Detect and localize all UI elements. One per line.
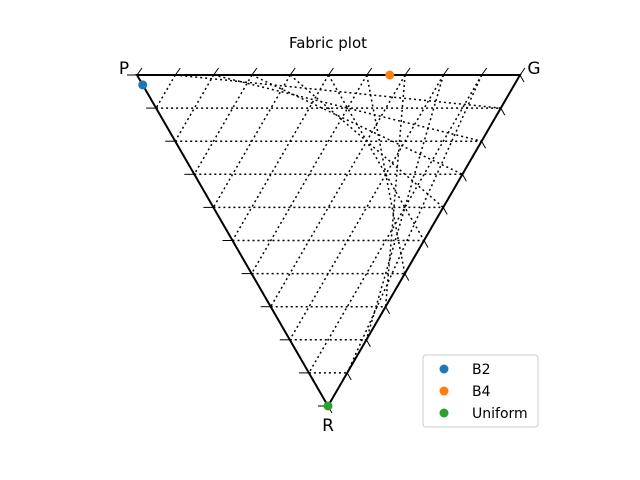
grid-line bbox=[213, 74, 482, 142]
legend-marker-uniform bbox=[439, 408, 449, 418]
axis-tick bbox=[174, 67, 181, 76]
grid-line bbox=[366, 74, 406, 274]
axis-ticks bbox=[127, 67, 526, 414]
grid-line bbox=[212, 74, 291, 208]
legend-label-b4: B4 bbox=[472, 384, 491, 400]
grid-line bbox=[289, 74, 445, 341]
axis-tick bbox=[136, 67, 143, 76]
grid-line bbox=[270, 74, 406, 308]
grid-line bbox=[250, 74, 368, 274]
legend-label-b2: B2 bbox=[472, 362, 491, 378]
axis-tick bbox=[346, 372, 352, 381]
grid-line bbox=[327, 74, 425, 241]
axis-tick bbox=[385, 306, 391, 314]
data-point-b4 bbox=[385, 70, 395, 80]
legend-box bbox=[422, 354, 539, 428]
data-points bbox=[138, 70, 395, 411]
axis-tick bbox=[251, 67, 258, 76]
legend-marker-b2 bbox=[439, 364, 449, 374]
axis-tick bbox=[442, 67, 449, 76]
grid-line bbox=[175, 74, 501, 109]
axis-tick bbox=[213, 67, 220, 76]
ternary-triangle-outline bbox=[135, 74, 522, 408]
chart-title: Fabric plot bbox=[289, 34, 367, 52]
legend-marker-b4 bbox=[439, 386, 449, 396]
axis-tick bbox=[404, 67, 411, 76]
grid-line bbox=[231, 74, 330, 241]
axis-tick bbox=[289, 67, 296, 76]
legend: B2 B4 Uniform bbox=[422, 354, 539, 428]
axis-tick bbox=[461, 174, 467, 182]
axis-tick bbox=[328, 67, 334, 76]
grid-line bbox=[308, 74, 483, 374]
axis-tick bbox=[481, 140, 487, 149]
grid-line bbox=[155, 74, 176, 109]
data-point-uniform bbox=[323, 401, 333, 411]
axis-tick bbox=[481, 67, 488, 76]
axis-tick bbox=[519, 67, 526, 76]
data-point-b2 bbox=[138, 80, 148, 90]
ternary-grid bbox=[155, 74, 501, 374]
vertex-label-p: P bbox=[119, 59, 129, 79]
axis-tick bbox=[423, 240, 429, 248]
axis-tick bbox=[442, 207, 448, 215]
legend-label-uniform: Uniform bbox=[472, 406, 528, 422]
grid-line bbox=[251, 74, 463, 175]
axis-tick bbox=[365, 339, 371, 348]
grid-line bbox=[384, 74, 406, 307]
axis-tick bbox=[500, 107, 506, 116]
vertex-label-r: R bbox=[322, 416, 334, 436]
vertex-label-g: G bbox=[527, 59, 540, 79]
axis-tick bbox=[366, 67, 373, 76]
grid-line bbox=[193, 74, 253, 175]
axis-tick bbox=[519, 74, 525, 83]
grid-line bbox=[365, 74, 445, 341]
axis-tick bbox=[404, 273, 410, 281]
